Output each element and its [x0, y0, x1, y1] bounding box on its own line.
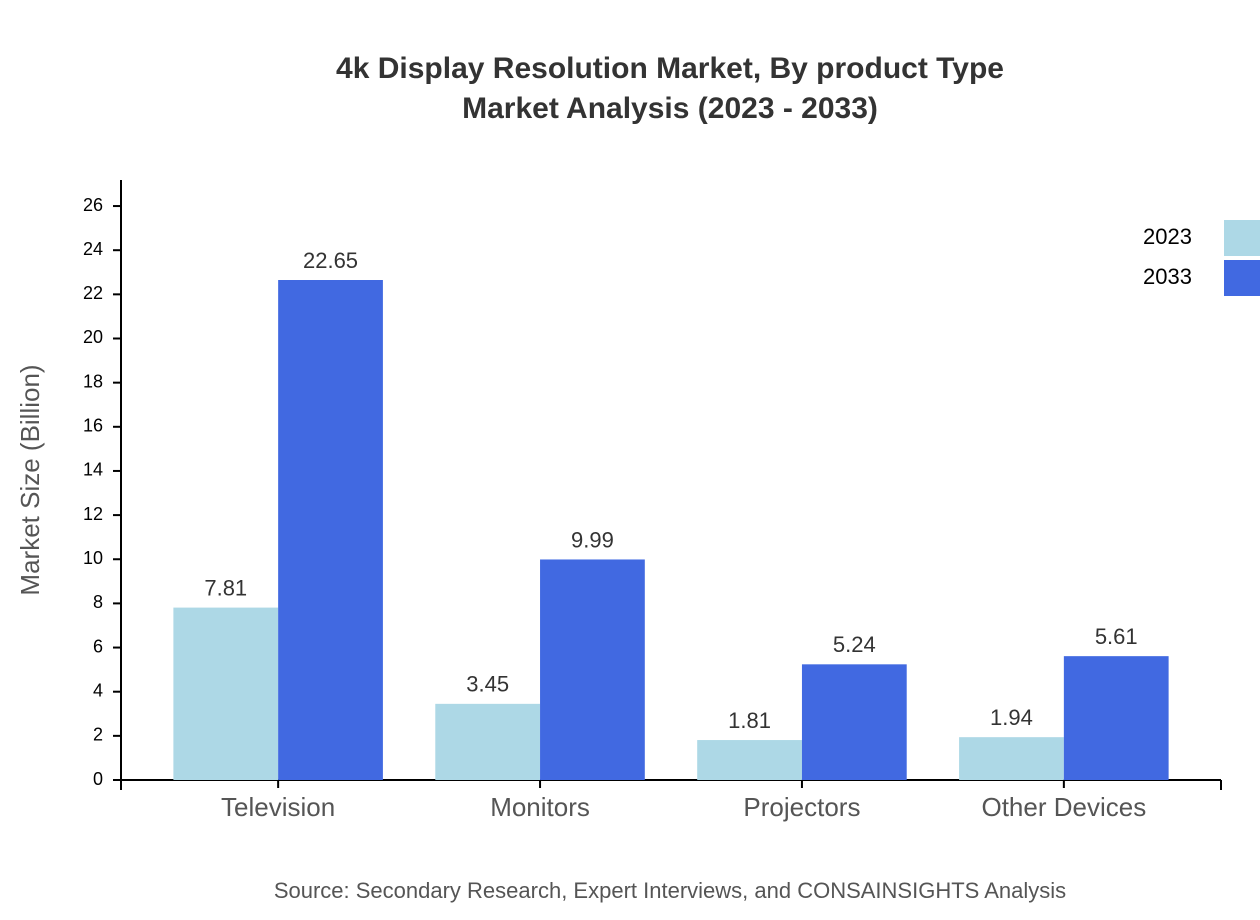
x-tick-label: Monitors [490, 792, 590, 822]
bar [435, 703, 541, 780]
chart-title: 4k Display Resolution Market, By product… [336, 52, 1004, 85]
legend-swatch [1224, 220, 1260, 256]
value-label: 7.81 [204, 575, 247, 600]
legend-swatch [1224, 260, 1260, 296]
y-tick-label: 0 [93, 769, 103, 789]
y-tick-label: 24 [83, 239, 103, 259]
bar [697, 740, 802, 780]
bar [173, 607, 279, 780]
bar [278, 280, 383, 780]
y-tick-label: 6 [93, 636, 103, 656]
legend-label: 2023 [1143, 224, 1192, 249]
y-tick-label: 10 [83, 548, 103, 568]
y-tick-label: 18 [83, 371, 103, 391]
source-note: Source: Secondary Research, Expert Inter… [274, 878, 1066, 903]
value-label: 1.81 [728, 708, 771, 733]
x-tick-label: Other Devices [981, 792, 1146, 822]
value-label: 1.94 [990, 705, 1033, 730]
bar [959, 737, 1064, 780]
bar [801, 664, 907, 780]
y-tick-label: 20 [83, 327, 103, 347]
value-label: 5.61 [1095, 624, 1138, 649]
y-tick-label: 14 [83, 460, 103, 480]
y-axis-label: Market Size (Billion) [15, 364, 45, 595]
y-tick-label: 16 [83, 416, 103, 436]
value-label: 9.99 [571, 527, 614, 552]
x-tick-label: Television [221, 792, 335, 822]
x-tick-label: Projectors [743, 792, 860, 822]
y-tick-label: 8 [93, 592, 103, 612]
legend-label: 2033 [1143, 264, 1192, 289]
bar [540, 559, 645, 780]
value-label: 5.24 [833, 632, 876, 657]
chart-subtitle: Market Analysis (2023 - 2033) [462, 92, 878, 125]
bar [1063, 656, 1169, 780]
y-tick-label: 4 [93, 680, 103, 700]
y-tick-label: 22 [83, 283, 103, 303]
y-tick-label: 12 [83, 504, 103, 524]
value-label: 22.65 [303, 248, 358, 273]
y-tick-label: 26 [83, 195, 103, 215]
value-label: 3.45 [466, 672, 509, 697]
y-tick-label: 2 [93, 725, 103, 745]
